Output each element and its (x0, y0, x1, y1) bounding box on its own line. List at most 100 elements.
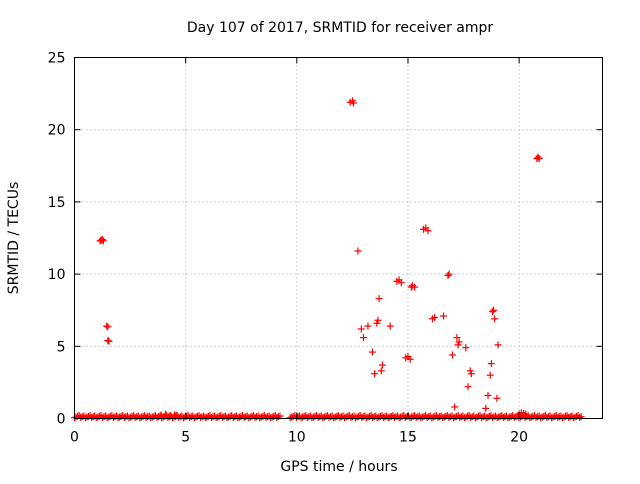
y-axis-label: SRMTID / TECUs (6, 182, 22, 295)
data-point (444, 272, 452, 280)
grid-layer (74, 57, 603, 419)
data-point (417, 414, 425, 422)
data-point (491, 315, 499, 323)
data-point (534, 153, 542, 161)
chart-title: Day 107 of 2017, SRMTID for receiver amp… (187, 20, 494, 36)
data-point (360, 334, 368, 342)
y-tick-label: 20 (48, 123, 66, 139)
data-point (350, 99, 358, 107)
data-point (490, 306, 498, 314)
data-point (493, 394, 501, 402)
data-point (234, 414, 242, 422)
data-point (440, 312, 448, 320)
data-point (147, 414, 155, 422)
data-point (535, 155, 543, 163)
data-point (487, 360, 495, 368)
data-point (577, 413, 585, 421)
x-tick-label: 10 (288, 430, 306, 446)
data-point (373, 414, 381, 422)
data-point (488, 308, 496, 316)
data-point (173, 412, 181, 420)
data-point (397, 279, 405, 287)
data-point (114, 414, 122, 422)
data-point (92, 414, 100, 422)
plot-frame (74, 57, 603, 419)
data-point (136, 414, 144, 422)
data-point (453, 334, 461, 342)
data-point (451, 403, 459, 411)
data-point (273, 413, 281, 421)
data-point (431, 313, 439, 321)
y-tick-label: 10 (48, 267, 66, 283)
data-point (471, 414, 479, 422)
data-point (105, 337, 113, 345)
data-point (357, 325, 365, 333)
data-point (166, 412, 174, 420)
data-point (308, 414, 316, 422)
x-axis-label: GPS time / hours (280, 459, 397, 475)
data-point (286, 414, 294, 422)
data-point (245, 414, 253, 422)
data-point (455, 338, 463, 346)
data-point (522, 410, 530, 418)
x-tick-label: 0 (70, 430, 79, 446)
data-point (386, 322, 394, 330)
data-point (223, 414, 231, 422)
data-point (464, 383, 472, 391)
data-point (411, 283, 419, 291)
data-point (460, 414, 468, 422)
data-point (395, 414, 403, 422)
points-layer (71, 97, 585, 422)
data-point (462, 344, 470, 352)
data-point (364, 322, 372, 330)
data-point (406, 355, 414, 363)
tick-labels: 0 5 10 15 20 0 5 10 15 20 25 (48, 51, 528, 446)
data-point (377, 367, 385, 375)
data-point (341, 414, 349, 422)
data-point (190, 414, 198, 422)
data-point (486, 371, 494, 379)
data-point (558, 414, 566, 422)
data-point (526, 414, 534, 422)
data-point (493, 414, 501, 422)
data-point (504, 414, 512, 422)
data-point (162, 410, 170, 418)
data-point (267, 414, 275, 422)
data-point (125, 414, 133, 422)
data-point (576, 413, 584, 421)
data-point (354, 247, 362, 255)
data-point (537, 414, 545, 422)
data-point (467, 370, 475, 378)
y-tick-label: 5 (57, 339, 66, 355)
data-point (104, 337, 112, 345)
data-point (484, 391, 492, 399)
data-point (375, 295, 383, 303)
data-point (482, 404, 490, 412)
ticks-layer (74, 57, 603, 419)
data-point (439, 414, 447, 422)
data-point (448, 351, 456, 359)
x-tick-label: 20 (510, 430, 528, 446)
data-point (256, 414, 264, 422)
data-point (368, 348, 376, 356)
data-point (378, 361, 386, 369)
data-point (445, 270, 453, 278)
x-tick-label: 5 (181, 430, 190, 446)
data-point (330, 414, 338, 422)
data-point (212, 414, 220, 422)
data-point (424, 227, 432, 235)
data-point (274, 413, 282, 421)
data-point (297, 414, 305, 422)
data-point (81, 414, 89, 422)
data-point (371, 370, 379, 378)
data-point (374, 316, 382, 324)
y-tick-label: 15 (48, 195, 66, 211)
data-point (450, 414, 458, 422)
data-point (157, 411, 165, 419)
data-point (384, 414, 392, 422)
data-point (494, 341, 502, 349)
data-point (201, 414, 209, 422)
data-point (362, 414, 370, 422)
